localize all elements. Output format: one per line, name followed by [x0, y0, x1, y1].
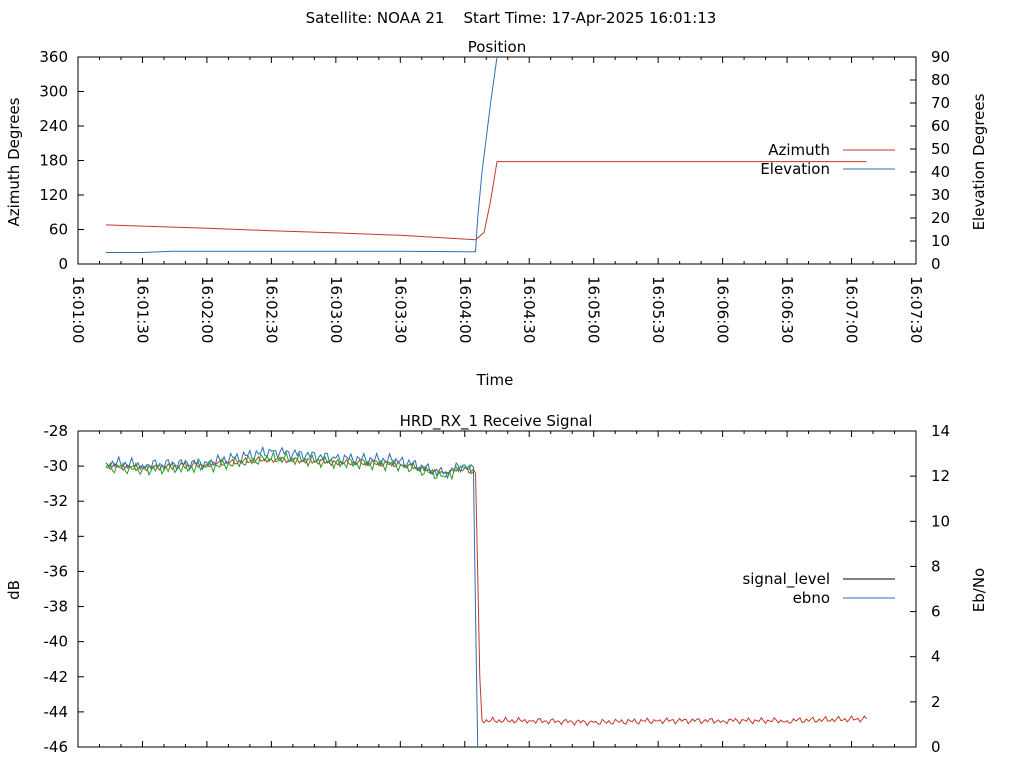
position-x-tick-label: 16:02:30	[262, 276, 280, 343]
position-x-tick-label: 16:05:00	[585, 276, 603, 343]
signal-y-tick-label: -38	[44, 598, 69, 616]
signal-y-tick-label: -28	[44, 422, 69, 440]
signal-legend-label: ebno	[793, 589, 830, 607]
position-y-tick-label: 240	[39, 117, 68, 135]
signal-axis-ticks: -46 -44 -42 -40 -38 -36 -34 -32 -30 -28 0 2 4 6 8 10 12 1…	[44, 422, 951, 756]
signal-y2-tick-label: 10	[931, 512, 950, 530]
chart-header: Satellite: NOAA 21 Start Time: 17-Apr-20…	[306, 9, 717, 27]
signal-y2-tick-label: 12	[931, 467, 950, 485]
signal-series	[105, 445, 867, 747]
position-y-tick-label: 180	[39, 152, 68, 170]
signal-y2-tick-label: 2	[931, 693, 941, 711]
position-x-tick-label: 16:01:30	[133, 276, 151, 343]
signal-y-tick-label: -46	[44, 738, 69, 756]
signal-y2-tick-label: 14	[931, 422, 950, 440]
signal-y-axis-label: dB	[5, 580, 23, 600]
signal-legend-label: signal_level	[742, 570, 830, 589]
position-x-axis-label: Time	[476, 371, 514, 389]
position-y2-tick-label: 10	[931, 232, 950, 250]
position-y2-tick-label: 20	[931, 209, 950, 227]
position-series	[105, 57, 867, 253]
signal-plot-frame	[77, 430, 917, 748]
position-y2-tick-label: 0	[931, 255, 941, 273]
position-y2-tick-label: 60	[931, 117, 950, 135]
position-series-line-0	[105, 161, 867, 241]
position-y-tick-label: 120	[39, 186, 68, 204]
signal-series-line-2	[105, 450, 474, 481]
position-legend-label: Elevation	[760, 160, 830, 178]
position-x-tick-label: 16:03:30	[391, 276, 409, 343]
signal-y2-tick-label: 4	[931, 648, 941, 666]
position-y-tick-label: 300	[39, 83, 68, 101]
signal-y2-tick-label: 0	[931, 738, 941, 756]
signal-y-tick-label: -34	[44, 527, 69, 545]
position-x-tick-label: 16:04:30	[520, 276, 538, 343]
position-y2-tick-label: 90	[931, 48, 950, 66]
position-x-tick-label: 16:06:30	[778, 276, 796, 343]
position-y-tick-label: 0	[58, 255, 68, 273]
position-chart-title: Position	[468, 38, 526, 56]
signal-panel: HRD_RX_1 Receive Signal dB Eb/No -46-44-…	[5, 412, 988, 756]
position-panel: Position Azimuth Degrees Elevation Degre…	[5, 38, 988, 389]
position-y2-tick-label: 40	[931, 163, 950, 181]
signal-series-line-0	[105, 455, 867, 727]
signal-y2-axis-label: Eb/No	[970, 568, 988, 612]
position-x-tick-label: 16:05:30	[649, 276, 667, 343]
signal-y-tick-label: -30	[44, 457, 69, 475]
position-y2-tick-label: 50	[931, 140, 950, 158]
signal-y2-tick-label: 8	[931, 557, 941, 575]
position-x-tick-label: 16:06:00	[714, 276, 732, 343]
position-y-tick-label: 60	[49, 221, 68, 239]
signal-y-tick-label: -44	[44, 703, 69, 721]
position-y2-axis-label: Elevation Degrees	[970, 93, 988, 230]
position-legend-label: Azimuth	[768, 141, 830, 159]
signal-y-tick-label: -42	[44, 668, 69, 686]
position-x-tick-label: 16:01:00	[69, 276, 87, 343]
position-y2-tick-label: 80	[931, 71, 950, 89]
position-x-tick-label: 16:07:30	[907, 276, 925, 343]
position-x-tick-label: 16:04:00	[456, 276, 474, 343]
position-y2-tick-label: 30	[931, 186, 950, 204]
position-y2-tick-label: 70	[931, 94, 950, 112]
position-y-axis-label: Azimuth Degrees	[5, 97, 23, 226]
position-x-tick-label: 16:03:00	[327, 276, 345, 343]
signal-chart-title: HRD_RX_1 Receive Signal	[400, 412, 593, 431]
position-y-tick-label: 360	[39, 48, 68, 66]
position-x-tick-label: 16:02:00	[198, 276, 216, 343]
signal-series-line-1	[105, 445, 479, 747]
signal-y-tick-label: -40	[44, 633, 69, 651]
position-series-line-1	[105, 57, 498, 253]
signal-y2-tick-label: 6	[931, 603, 941, 621]
position-x-tick-label: 16:07:00	[843, 276, 861, 343]
position-axis-ticks: 0 60 120 180 240 300 360 0 10 20 30 40 50 60 70 80 90 16:…	[39, 48, 950, 343]
signal-y-tick-label: -32	[44, 492, 69, 510]
signal-y-tick-label: -36	[44, 562, 69, 580]
